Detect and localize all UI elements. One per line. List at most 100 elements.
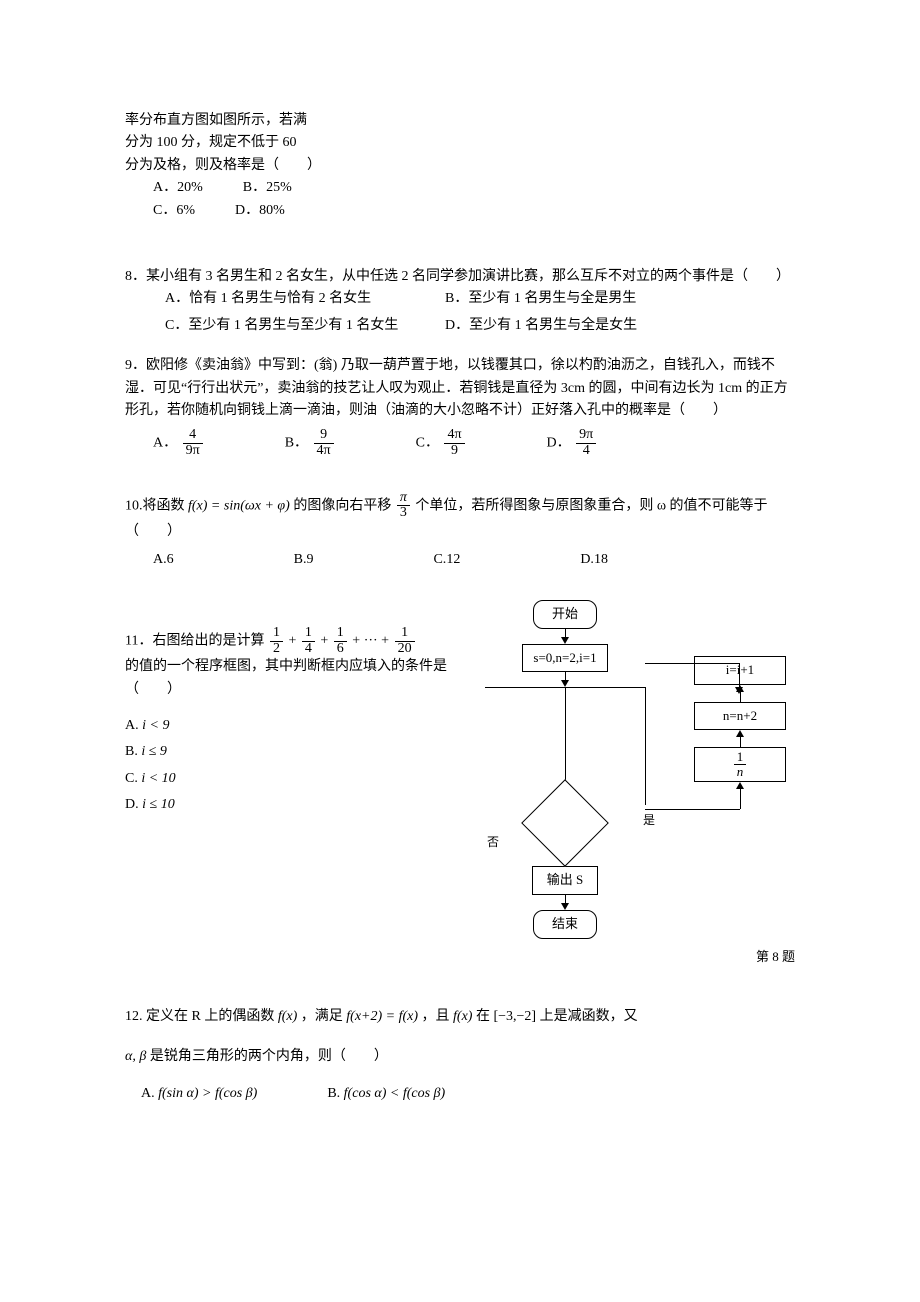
q9-option-a: A． 49π [153,428,205,458]
q9-c-num: 4π [444,428,464,444]
question-10: 10.将函数 f(x) = sin(ωx + φ) 的图像向右平移 π3 个单位… [125,491,795,572]
q12-a: 12. 定义在 R 上的偶函数 [125,1009,278,1024]
q7-stem-line-2: 分为 100 分，规定不低于 60 [125,132,795,154]
fc-start: 开始 [533,600,597,629]
q12-a-val: f(sin α) > f(cos β) [158,1086,257,1101]
fc-yes-label: 是 [643,811,655,830]
question-9: 9．欧阳修《卖油翁》中写到：(翁) 乃取一葫芦置于地，以钱覆其口，徐以杓酌油沥之… [125,355,795,459]
q7-stem-line-1: 率分布直方图如图所示，若满 [125,110,795,132]
q10-mid: 的图像向右平移 [293,498,395,513]
q12-d: 在 [476,1009,494,1024]
q7-option-a-value: 20% [177,180,203,195]
q8-stem: 8．某小组有 3 名男生和 2 名女生，从中任选 2 名同学参加演讲比赛，那么互… [125,266,795,288]
question-11: 11．右图给出的是计算 12 + 14 + 16 + ··· + 120 的值的… [125,600,795,968]
flowchart: 开始 s=0,n=2,i=1 否 是 [485,600,795,968]
q9-b-num: 9 [314,428,334,444]
q10-c-val: 12 [446,552,460,567]
q11-t1d: 2 [270,642,283,657]
q9-a-num: 4 [183,428,203,444]
q11-prefix: 11．右图给出的是计算 [125,633,268,648]
q10-option-d: D.18 [580,549,608,571]
fc-step-n: n=n+2 [694,702,786,731]
q11-c-val: i < 10 [141,771,175,786]
q10-prefix: 10.将函数 [125,498,188,513]
q10-b-val: 9 [306,552,313,567]
fc-decision: 否 是 [505,795,625,851]
q7-stem-line-3: 分为及格，则及格率是（ ） [125,155,795,177]
fc-end: 结束 [533,910,597,939]
question-12: 12. 定义在 R 上的偶函数 f(x) ，满足 f(x+2) = f(x) ，… [125,1006,795,1105]
q8-options: A．恰有 1 名男生与恰有 2 名女生 B．至少有 1 名男生与全是男生 C．至… [125,288,795,337]
fc-output: 输出 S [532,866,598,895]
q9-d-num: 9π [576,428,596,444]
q12-interval: [−3,−2] [493,1009,536,1024]
exam-page: 率分布直方图如图所示，若满 分为 100 分，规定不低于 60 分为及格，则及格… [0,0,920,1163]
q10-a-val: 6 [167,552,174,567]
q11-option-d: D. i ≤ 10 [125,794,465,816]
q12-line1: 12. 定义在 R 上的偶函数 f(x) ，满足 f(x+2) = f(x) ，… [125,1006,795,1028]
q12-ab: α, β [125,1049,146,1064]
q11-t3n: 1 [334,626,347,642]
q11-text: 11．右图给出的是计算 12 + 14 + 16 + ··· + 120 的值的… [125,600,465,821]
fc-step-i: i=i+1 [694,656,786,685]
arrow-down-icon [561,903,569,910]
q11-option-a: A. i < 9 [125,715,465,737]
arrow-down-icon [561,637,569,644]
q10-options: A.6 B.9 C.12 D.18 [125,549,795,571]
q8-option-b: B．至少有 1 名男生与全是男生 [445,288,795,310]
q11-option-b: B. i ≤ 9 [125,741,465,763]
q7-option-c: C．6% [153,200,195,222]
q11-flowchart-wrap: 开始 s=0,n=2,i=1 否 是 [465,600,795,968]
q7-option-d: D．80% [235,200,285,222]
q11-t2n: 1 [302,626,315,642]
q9-d-den: 4 [576,444,596,459]
arrow-up-icon [736,730,744,737]
q7-options: A．20% B．25% C．6% D．80% [125,177,795,222]
q10-option-b: B.9 [294,549,314,571]
q9-option-d: D． 9π4 [547,428,599,458]
q10-shift-num: π [397,491,410,507]
q11-d-val: i ≤ 10 [142,797,175,812]
q12-l2b: 是锐角三角形的两个内角，则（ ） [150,1049,388,1064]
q10-fx: f(x) = sin(ωx + φ) [188,498,290,513]
q10-stem: 10.将函数 f(x) = sin(ωx + φ) 的图像向右平移 π3 个单位… [125,491,795,544]
q11-t4d: 20 [395,642,415,657]
q8-option-c: C．至少有 1 名男生与至少有 1 名女生 [165,315,445,337]
q9-stem: 9．欧阳修《卖油翁》中写到：(翁) 乃取一葫芦置于地，以钱覆其口，徐以杓酌油沥之… [125,355,795,422]
q8-option-b-value: 至少有 1 名男生与全是男生 [468,291,636,306]
q7-option-b-value: 25% [266,180,292,195]
question-7: 率分布直方图如图所示，若满 分为 100 分，规定不低于 60 分为及格，则及格… [125,110,795,222]
q9-options: A． 49π B． 94π C． 4π9 D． 9π4 [125,428,795,458]
q10-option-c: C.12 [433,549,460,571]
q12-fx: f(x) [278,1009,297,1024]
q9-option-c: C． 4π9 [416,428,467,458]
q12-option-a: A. f(sin α) > f(cos β) [141,1083,257,1105]
question-8: 8．某小组有 3 名男生和 2 名女生，从中任选 2 名同学参加演讲比赛，那么互… [125,266,795,337]
q12-c: ，且 [422,1009,454,1024]
q12-b-val: f(cos α) < f(cos β) [344,1086,446,1101]
q11-a-val: i < 9 [142,718,169,733]
q12-options: A. f(sin α) > f(cos β) B. f(cos α) < f(c… [125,1083,795,1105]
q11-t3d: 6 [334,642,347,657]
q11-t4n: 1 [395,626,415,642]
q10-shift-den: 3 [397,506,410,521]
q8-option-c-value: 至少有 1 名男生与至少有 1 名女生 [188,318,398,333]
q9-c-den: 9 [444,444,464,459]
q9-a-den: 9π [183,444,203,459]
q12-eq: f(x+2) = f(x) [346,1009,418,1024]
q11-suffix: 的值的一个程序框图，其中判断框内应填入的条件是（ ） [125,656,465,701]
q11-t1n: 1 [270,626,283,642]
q12-line2: α, β 是锐角三角形的两个内角，则（ ） [125,1046,795,1068]
q10-option-a: A.6 [153,549,174,571]
q7-option-c-value: 6% [176,203,195,218]
q11-b-val: i ≤ 9 [141,744,167,759]
q11-stem: 11．右图给出的是计算 12 + 14 + 16 + ··· + 120 [125,626,465,656]
q10-d-val: 18 [594,552,608,567]
q12-e: 上是减函数，又 [540,1009,638,1024]
q12-option-b: B. f(cos α) < f(cos β) [327,1083,445,1105]
arrow-down-icon [735,687,743,694]
q8-option-d-value: 至少有 1 名男生与全是女生 [469,318,637,333]
q7-option-b: B．25% [243,177,292,199]
q8-option-a: A．恰有 1 名男生与恰有 2 名女生 [165,288,445,310]
q7-option-a: A．20% [153,177,203,199]
